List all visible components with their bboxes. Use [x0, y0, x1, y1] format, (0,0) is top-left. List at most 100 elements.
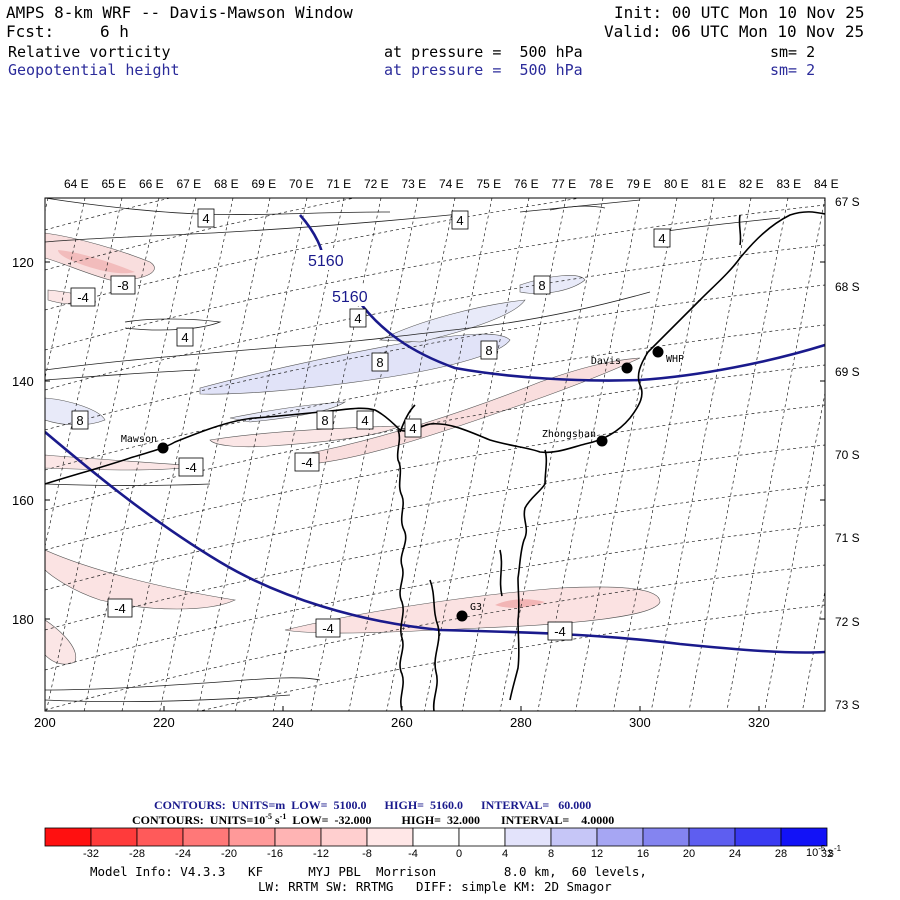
- latitude-label: 71 S: [835, 531, 860, 545]
- init-time: Init: 00 UTC Mon 10 Nov 25: [614, 3, 865, 22]
- vorticity-label: 4: [409, 421, 416, 436]
- vorticity-label-box: [110, 275, 136, 295]
- x-tick-label: 280: [510, 715, 532, 730]
- colorbar-tick-label: -32: [83, 848, 99, 860]
- x-tick-label: 300: [629, 715, 651, 730]
- vorticity-label-box: [294, 452, 320, 472]
- colorbar-tick-label: -4: [408, 848, 418, 860]
- x-ticks: [44, 706, 760, 711]
- vorticity-label: 4: [202, 211, 209, 226]
- colorbar-cell: [550, 827, 598, 847]
- vorticity-label: 8: [485, 343, 492, 358]
- vorticity-label-box: [197, 208, 215, 228]
- colorbar-cell: [734, 827, 782, 847]
- vorticity-label-box: [107, 598, 133, 618]
- colorbar-cell: [274, 827, 322, 847]
- station-marker: [652, 346, 664, 358]
- longitude-label: 71 E: [327, 177, 352, 191]
- station-label: G3: [470, 602, 482, 613]
- stations: Mawson Davis WHP Zhongshan G3: [121, 346, 684, 622]
- vorticity-label: -4: [322, 621, 334, 636]
- height-contour-info: CONTOURS: UNITS=m LOW= 5100.0 HIGH= 5160…: [154, 798, 592, 812]
- longitude-label: 76 E: [514, 177, 539, 191]
- longitude-label: 74 E: [439, 177, 464, 191]
- longitude-label: 84 E: [814, 177, 839, 191]
- colorbar-cell: [90, 827, 138, 847]
- colorbar-tick-label: 12: [591, 848, 603, 860]
- vorticity-label-box: [404, 418, 422, 438]
- field1-name: Relative vorticity: [8, 43, 171, 61]
- longitude-label: 68 E: [214, 177, 239, 191]
- vorticity-label: 4: [181, 330, 188, 345]
- colorbar-units: 10-5 s-1: [806, 844, 842, 859]
- vorticity-label-box: [653, 228, 671, 248]
- vorticity-label-box: [356, 410, 374, 430]
- vorticity-label-box: [547, 621, 573, 641]
- colorbar-cell: [688, 827, 736, 847]
- colorbar-cell: [136, 827, 184, 847]
- longitude-label: 79 E: [627, 177, 652, 191]
- longitude-label: 67 E: [177, 177, 202, 191]
- longitude-label: 65 E: [102, 177, 127, 191]
- vorticity-label: 8: [376, 355, 383, 370]
- station-marker: [456, 610, 468, 622]
- field2-level: at pressure = 500 hPa: [384, 61, 583, 79]
- valid-time: Valid: 06 UTC Mon 10 Nov 25: [604, 22, 865, 41]
- y-tick-label: 160: [12, 493, 34, 508]
- vorticity-label-box: [71, 410, 89, 430]
- longitude-label: 78 E: [589, 177, 614, 191]
- longitude-label: 81 E: [702, 177, 727, 191]
- x-tick-label: 200: [34, 715, 56, 730]
- x-tick-label: 260: [391, 715, 413, 730]
- longitude-label: 70 E: [289, 177, 314, 191]
- colorbar-tick-label: 28: [775, 848, 787, 860]
- latitude-label: 70 S: [835, 448, 860, 462]
- field1-level: at pressure = 500 hPa: [384, 43, 583, 61]
- vorticity-label-box: [451, 210, 469, 230]
- y-ticks: [45, 261, 825, 620]
- y-tick-label: 140: [12, 374, 34, 389]
- vorticity-label: -4: [301, 455, 313, 470]
- vort-units-s: s: [271, 813, 280, 827]
- station-marker: [596, 435, 608, 447]
- y-tick-label: 120: [12, 255, 34, 270]
- station-label: Davis: [591, 356, 621, 367]
- colorbar-tick-label: -12: [313, 848, 329, 860]
- coastline: [45, 211, 825, 711]
- colorbar-cell: [642, 827, 690, 847]
- colorbar-tick-label: 0: [456, 848, 462, 860]
- vorticity-label-box: [176, 327, 194, 347]
- vort-units-exp2: -1: [279, 812, 287, 821]
- vorticity-label-box: [533, 275, 551, 295]
- latitude-label: 67 S: [835, 195, 860, 209]
- colorbar-cells: [44, 827, 828, 847]
- vorticity-label: 4: [354, 311, 361, 326]
- latitude-label: 68 S: [835, 280, 860, 294]
- colorbar-tick-label: 4: [502, 848, 508, 860]
- colorbar-cell: [596, 827, 644, 847]
- latitude-label: 73 S: [835, 698, 860, 712]
- map-title: AMPS 8-km WRF -- Davis-Mawson Window: [6, 3, 353, 22]
- forecast-value: 6 h: [100, 22, 129, 41]
- y-tick-label: 180: [12, 612, 34, 627]
- vorticity-label: 8: [538, 278, 545, 293]
- colorbar-cell: [412, 827, 460, 847]
- colorbar-tick-label: -20: [221, 848, 237, 860]
- latitude-label: 72 S: [835, 615, 860, 629]
- colorbar-tick-label: -8: [362, 848, 372, 860]
- x-tick-label: 320: [748, 715, 770, 730]
- longitude-labels: 64 E 65 E 66 E 67 E 68 E 69 E 70 E 71 E 72 E 73 E…: [64, 177, 839, 191]
- height-label: 5160: [308, 253, 344, 270]
- colorbar-tick-labels: -32 -28 -24 -20 -16 -12 -8 -4 0 4 8 12 16 20 24 28 32: [83, 848, 833, 860]
- vorticity-label: -4: [185, 460, 197, 475]
- colorbar-cell: [504, 827, 552, 847]
- vorticity-label: 8: [76, 413, 83, 428]
- station-label: WHP: [666, 354, 684, 365]
- station-label: Mawson: [121, 434, 157, 445]
- x-tick-labels: 200 220 240 260 280 300 320: [34, 715, 770, 730]
- vorticity-label-box: [480, 340, 498, 360]
- longitude-label: 64 E: [64, 177, 89, 191]
- latitude-labels: 67 S 68 S 69 S 70 S 71 S 72 S 73 S: [835, 195, 860, 712]
- vorticity-label-box: [178, 457, 204, 477]
